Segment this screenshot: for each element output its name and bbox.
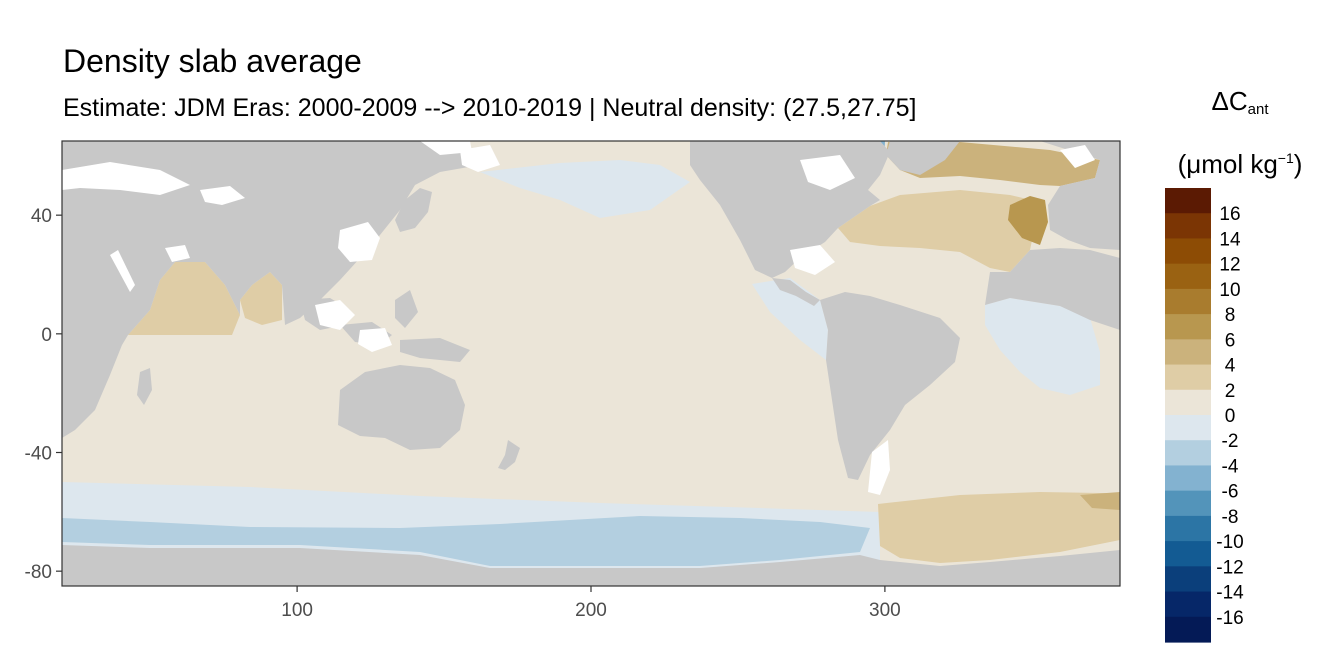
legend-unit: (μmol kg−1) (1160, 141, 1320, 181)
no-data-gulf-of-mexico (790, 245, 835, 275)
no-data-black-caspian (200, 186, 245, 205)
legend-label: -8 (1222, 507, 1239, 528)
legend-color-step (1165, 364, 1211, 391)
weddell-sea-positive (878, 492, 1120, 563)
legend-color-step (1165, 541, 1211, 567)
arabian-sea-positive (128, 262, 240, 335)
legend-label: -6 (1222, 482, 1239, 503)
legend-colorbar: 16 14 12 10 8 6 4 2 0 -2 -4 -6 -8 -10 -12 -14 -16 (1165, 188, 1244, 643)
x-tick-label: 100 (281, 600, 313, 621)
no-data-persian-gulf (165, 245, 190, 262)
legend-color-step (1165, 188, 1211, 214)
bay-of-bengal-positive (240, 272, 282, 325)
legend-label: 6 (1225, 330, 1236, 351)
no-data-patagonian-shelf (868, 440, 890, 495)
map-subtitle: Estimate: JDM Eras: 2000-2009 --> 2010-2… (63, 94, 917, 122)
land-new-zealand (498, 440, 520, 470)
legend-color-step (1165, 314, 1211, 340)
legend-unit-close: ) (1293, 149, 1303, 179)
land-japan (395, 188, 432, 232)
land-south-america (820, 292, 960, 480)
legend-color-step (1165, 566, 1211, 593)
legend-label: 4 (1225, 356, 1236, 377)
legend-label: 16 (1219, 204, 1240, 225)
y-tick-label: -80 (25, 562, 52, 583)
legend-label: 2 (1225, 381, 1236, 402)
legend-color-step (1165, 213, 1211, 240)
legend-label: -10 (1216, 532, 1243, 553)
y-axis: 40 0 -40 -80 (25, 206, 62, 583)
weddell-sea-strong (1080, 492, 1120, 510)
land-europe-east (1040, 141, 1120, 250)
legend-quantity-subscript: ant (1247, 101, 1269, 118)
legend-color-step (1165, 238, 1211, 265)
legend-label: 14 (1219, 229, 1241, 250)
legend-unit-text: (μmol kg (1177, 149, 1278, 179)
no-data-red-sea (110, 250, 135, 292)
map-panel (62, 141, 1120, 586)
legend-unit-exponent: −1 (1277, 150, 1294, 166)
no-data-mediterranean (62, 162, 190, 195)
legend-quantity: ΔC (1211, 86, 1248, 116)
x-tick-label: 300 (869, 600, 901, 621)
no-data-baltic (1060, 145, 1095, 168)
no-data-arctic-shelf (420, 141, 472, 155)
legend-color-step (1165, 440, 1211, 467)
legend-label: -2 (1222, 431, 1239, 452)
no-data-east-china-sea (338, 222, 380, 262)
land-australia (338, 365, 465, 450)
land-greenland (886, 141, 960, 175)
y-tick-label: -40 (25, 444, 52, 465)
north-atlantic-core (1008, 196, 1048, 245)
legend-label: -12 (1216, 557, 1243, 578)
land-new-guinea (400, 338, 470, 362)
land-eurasia-africa (62, 141, 480, 438)
southern-ocean-negative (62, 516, 870, 566)
legend-label: 10 (1219, 280, 1240, 301)
map-title: Density slab average (63, 43, 362, 79)
land-madagascar (137, 368, 152, 405)
legend-color-step (1165, 515, 1211, 542)
no-data-hudson-bay (800, 155, 855, 190)
no-data-areas (62, 141, 1095, 495)
legend-color-step (1165, 490, 1211, 517)
legend-color-step (1165, 465, 1211, 492)
legend-label: -16 (1216, 608, 1243, 629)
land-antarctica (62, 545, 1120, 586)
legend-label: -14 (1216, 583, 1244, 604)
tropical-atlantic-negative (985, 298, 1100, 395)
north-atlantic-positive (838, 190, 1040, 272)
legend-color-step (1165, 616, 1211, 643)
legend-title: ΔCant (μmol kg−1) (1160, 84, 1320, 181)
legend-color-step (1165, 339, 1211, 366)
land-masses (62, 141, 1120, 586)
legend-color-step (1165, 415, 1211, 441)
land-central-america (772, 278, 820, 306)
legend-label: -4 (1222, 456, 1239, 477)
legend-color-step (1165, 389, 1211, 416)
legend-label: 12 (1219, 255, 1240, 276)
legend-label: 0 (1225, 406, 1236, 427)
x-axis: 100 200 300 (281, 586, 901, 621)
legend-color-step (1165, 591, 1211, 618)
y-tick-label: 40 (31, 206, 52, 227)
no-data-indonesian-seas (315, 300, 392, 352)
legend-label: 8 (1225, 305, 1236, 326)
y-tick-label: 0 (41, 325, 52, 346)
legend-color-step (1165, 263, 1211, 290)
north-pacific-negative (480, 160, 690, 218)
legend-color-step (1165, 288, 1211, 315)
x-tick-label: 200 (575, 600, 607, 621)
land-africa-east (985, 248, 1120, 330)
